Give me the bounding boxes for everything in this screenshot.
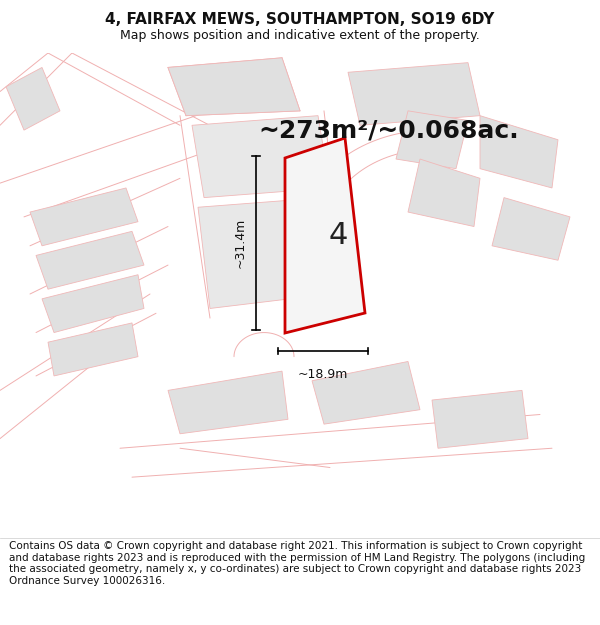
Polygon shape [192, 116, 330, 198]
Polygon shape [432, 391, 528, 448]
Polygon shape [6, 68, 60, 130]
Text: ~31.4m: ~31.4m [234, 218, 247, 268]
Text: ~273m²/~0.068ac.: ~273m²/~0.068ac. [258, 118, 518, 142]
Polygon shape [198, 198, 330, 309]
Polygon shape [42, 275, 144, 332]
Polygon shape [30, 188, 138, 246]
Polygon shape [36, 231, 144, 289]
Text: 4, FAIRFAX MEWS, SOUTHAMPTON, SO19 6DY: 4, FAIRFAX MEWS, SOUTHAMPTON, SO19 6DY [106, 12, 494, 27]
Polygon shape [480, 116, 558, 188]
Text: Contains OS data © Crown copyright and database right 2021. This information is : Contains OS data © Crown copyright and d… [9, 541, 585, 586]
Text: Map shows position and indicative extent of the property.: Map shows position and indicative extent… [120, 29, 480, 42]
Polygon shape [396, 111, 468, 169]
Polygon shape [168, 58, 300, 116]
Polygon shape [408, 159, 480, 226]
Polygon shape [168, 371, 288, 434]
Polygon shape [48, 323, 138, 376]
Text: ~18.9m: ~18.9m [298, 368, 348, 381]
Polygon shape [312, 361, 420, 424]
Polygon shape [492, 198, 570, 260]
Polygon shape [285, 138, 365, 333]
Polygon shape [348, 62, 480, 125]
Text: 4: 4 [328, 221, 347, 250]
